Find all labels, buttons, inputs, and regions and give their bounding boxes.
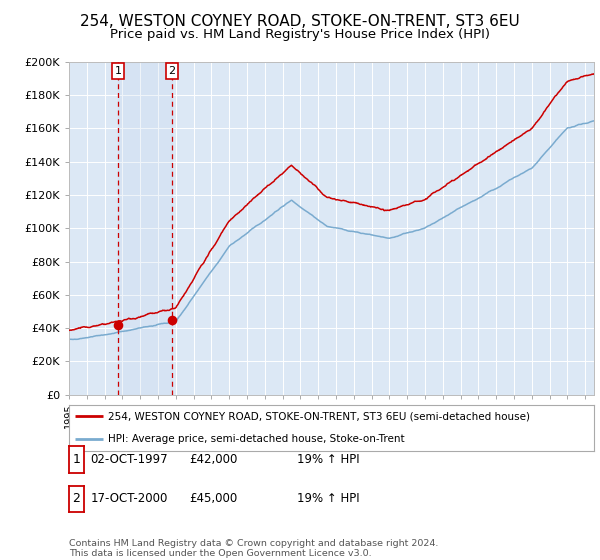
Text: Price paid vs. HM Land Registry's House Price Index (HPI): Price paid vs. HM Land Registry's House … [110,28,490,41]
Text: 02-OCT-1997: 02-OCT-1997 [91,453,168,466]
Text: 2: 2 [73,492,80,506]
Point [113,320,123,329]
Text: 19% ↑ HPI: 19% ↑ HPI [297,453,359,466]
Bar [118,62,172,395]
Point [167,315,177,324]
Text: 2: 2 [169,66,176,76]
Text: 1: 1 [115,66,121,76]
Text: Contains HM Land Registry data © Crown copyright and database right 2024.
This d: Contains HM Land Registry data © Crown c… [69,539,439,558]
Text: HPI: Average price, semi-detached house, Stoke-on-Trent: HPI: Average price, semi-detached house,… [109,435,405,444]
Text: 19% ↑ HPI: 19% ↑ HPI [297,492,359,506]
Text: £42,000: £42,000 [189,453,238,466]
Text: 254, WESTON COYNEY ROAD, STOKE-ON-TRENT, ST3 6EU (semi-detached house): 254, WESTON COYNEY ROAD, STOKE-ON-TRENT,… [109,412,530,421]
Text: 17-OCT-2000: 17-OCT-2000 [91,492,168,506]
Text: 1: 1 [73,453,80,466]
Text: 254, WESTON COYNEY ROAD, STOKE-ON-TRENT, ST3 6EU: 254, WESTON COYNEY ROAD, STOKE-ON-TRENT,… [80,14,520,29]
Text: £45,000: £45,000 [189,492,237,506]
